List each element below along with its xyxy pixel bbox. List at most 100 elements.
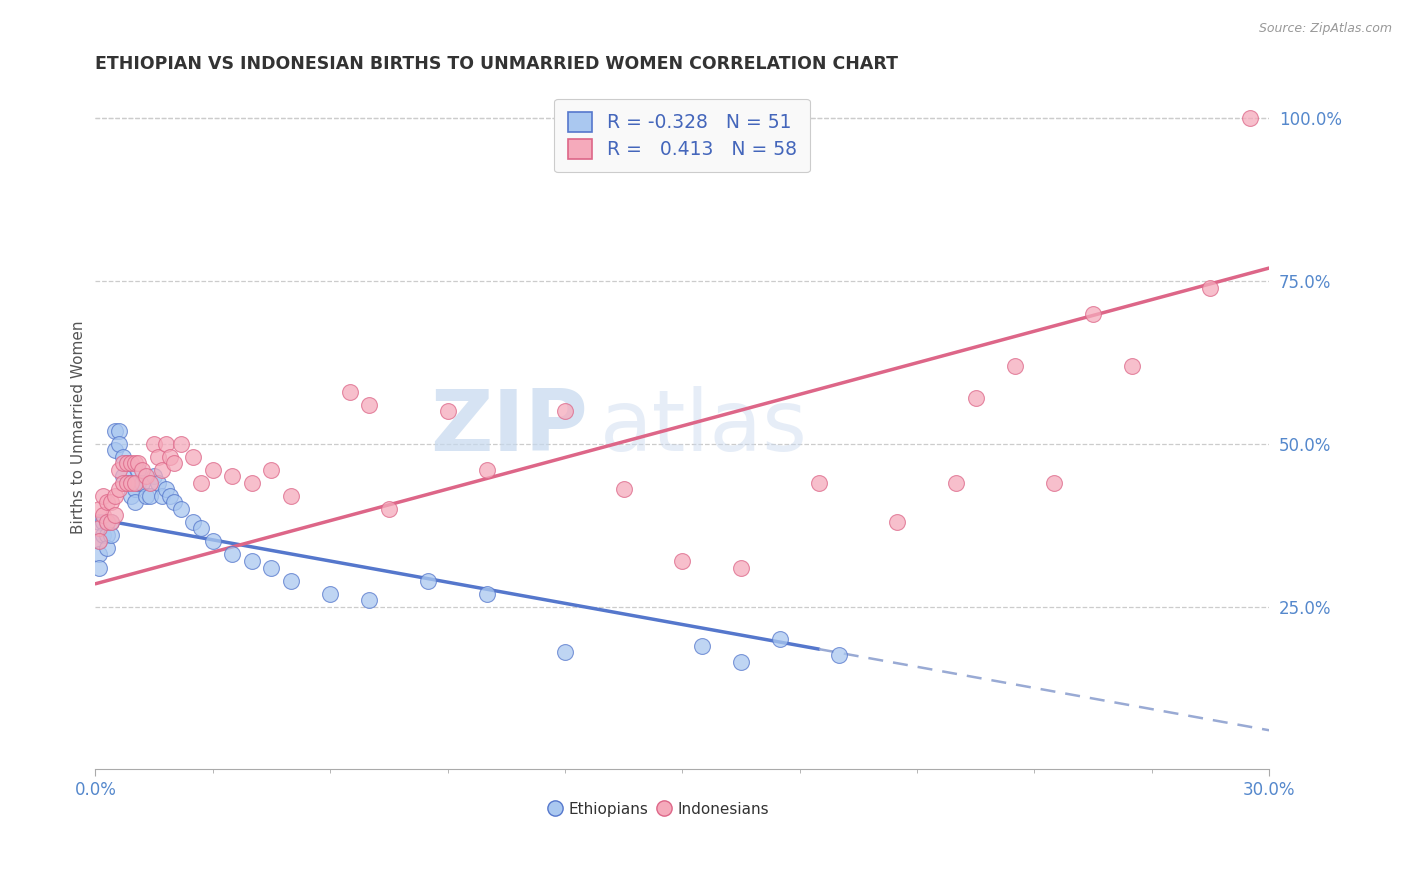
- Point: [96, 528, 118, 542]
- Point: [111, 450, 134, 464]
- Point: [89, 560, 111, 574]
- Point: [1121, 359, 1143, 373]
- Point: [111, 469, 134, 483]
- Point: [221, 469, 243, 483]
- Point: [339, 384, 361, 399]
- Text: ETHIOPIAN VS INDONESIAN BIRTHS TO UNMARRIED WOMEN CORRELATION CHART: ETHIOPIAN VS INDONESIAN BIRTHS TO UNMARR…: [96, 55, 898, 73]
- Point: [612, 483, 634, 497]
- Point: [155, 437, 177, 451]
- Point: [159, 489, 181, 503]
- Point: [104, 508, 127, 523]
- Point: [181, 515, 204, 529]
- Point: [730, 655, 752, 669]
- Point: [475, 463, 498, 477]
- Point: [155, 483, 177, 497]
- Point: [115, 475, 138, 490]
- Point: [120, 475, 142, 490]
- Point: [89, 521, 111, 535]
- Point: [150, 489, 173, 503]
- Point: [89, 548, 111, 562]
- Point: [124, 475, 146, 490]
- Point: [965, 391, 987, 405]
- Point: [163, 495, 186, 509]
- Point: [1043, 475, 1066, 490]
- Point: [91, 489, 114, 503]
- Point: [131, 463, 153, 477]
- Point: [1081, 307, 1104, 321]
- Point: [150, 463, 173, 477]
- Point: [104, 443, 127, 458]
- Point: [124, 495, 146, 509]
- Text: Source: ZipAtlas.com: Source: ZipAtlas.com: [1258, 22, 1392, 36]
- Point: [96, 515, 118, 529]
- Point: [181, 450, 204, 464]
- Point: [730, 560, 752, 574]
- Point: [190, 521, 212, 535]
- Point: [769, 632, 792, 646]
- Point: [690, 639, 713, 653]
- Point: [108, 483, 131, 497]
- Point: [554, 645, 576, 659]
- Point: [100, 515, 122, 529]
- Point: [108, 424, 131, 438]
- Point: [808, 475, 831, 490]
- Point: [671, 554, 693, 568]
- Point: [104, 489, 127, 503]
- Point: [280, 489, 302, 503]
- Point: [96, 515, 118, 529]
- Point: [89, 534, 111, 549]
- Point: [359, 398, 381, 412]
- Point: [240, 475, 263, 490]
- Point: [240, 554, 263, 568]
- Text: atlas: atlas: [600, 386, 808, 469]
- Point: [886, 515, 908, 529]
- Point: [89, 502, 111, 516]
- Y-axis label: Births to Unmarried Women: Births to Unmarried Women: [72, 321, 86, 534]
- Point: [91, 528, 114, 542]
- Point: [120, 456, 142, 470]
- Point: [190, 475, 212, 490]
- Point: [475, 586, 498, 600]
- Point: [127, 463, 149, 477]
- Point: [170, 502, 193, 516]
- Point: [108, 437, 131, 451]
- Point: [436, 404, 458, 418]
- Point: [163, 456, 186, 470]
- Point: [104, 424, 127, 438]
- Point: [91, 515, 114, 529]
- Point: [1004, 359, 1026, 373]
- Point: [120, 489, 142, 503]
- Point: [124, 456, 146, 470]
- Point: [359, 593, 381, 607]
- Point: [111, 456, 134, 470]
- Point: [127, 475, 149, 490]
- Point: [378, 502, 401, 516]
- Point: [146, 475, 169, 490]
- Point: [201, 534, 224, 549]
- Point: [280, 574, 302, 588]
- Legend: Ethiopians, Indonesians: Ethiopians, Indonesians: [543, 796, 775, 823]
- Point: [554, 404, 576, 418]
- Point: [139, 475, 162, 490]
- Point: [100, 528, 122, 542]
- Point: [170, 437, 193, 451]
- Point: [100, 515, 122, 529]
- Text: ZIP: ZIP: [430, 386, 588, 469]
- Point: [135, 469, 157, 483]
- Point: [124, 483, 146, 497]
- Point: [120, 475, 142, 490]
- Point: [96, 495, 118, 509]
- Point: [127, 456, 149, 470]
- Point: [115, 475, 138, 490]
- Point: [260, 463, 283, 477]
- Point: [96, 541, 118, 555]
- Point: [260, 560, 283, 574]
- Point: [1239, 112, 1261, 126]
- Point: [131, 475, 153, 490]
- Point: [89, 515, 111, 529]
- Point: [319, 586, 342, 600]
- Point: [139, 489, 162, 503]
- Point: [221, 548, 243, 562]
- Point: [91, 508, 114, 523]
- Point: [100, 495, 122, 509]
